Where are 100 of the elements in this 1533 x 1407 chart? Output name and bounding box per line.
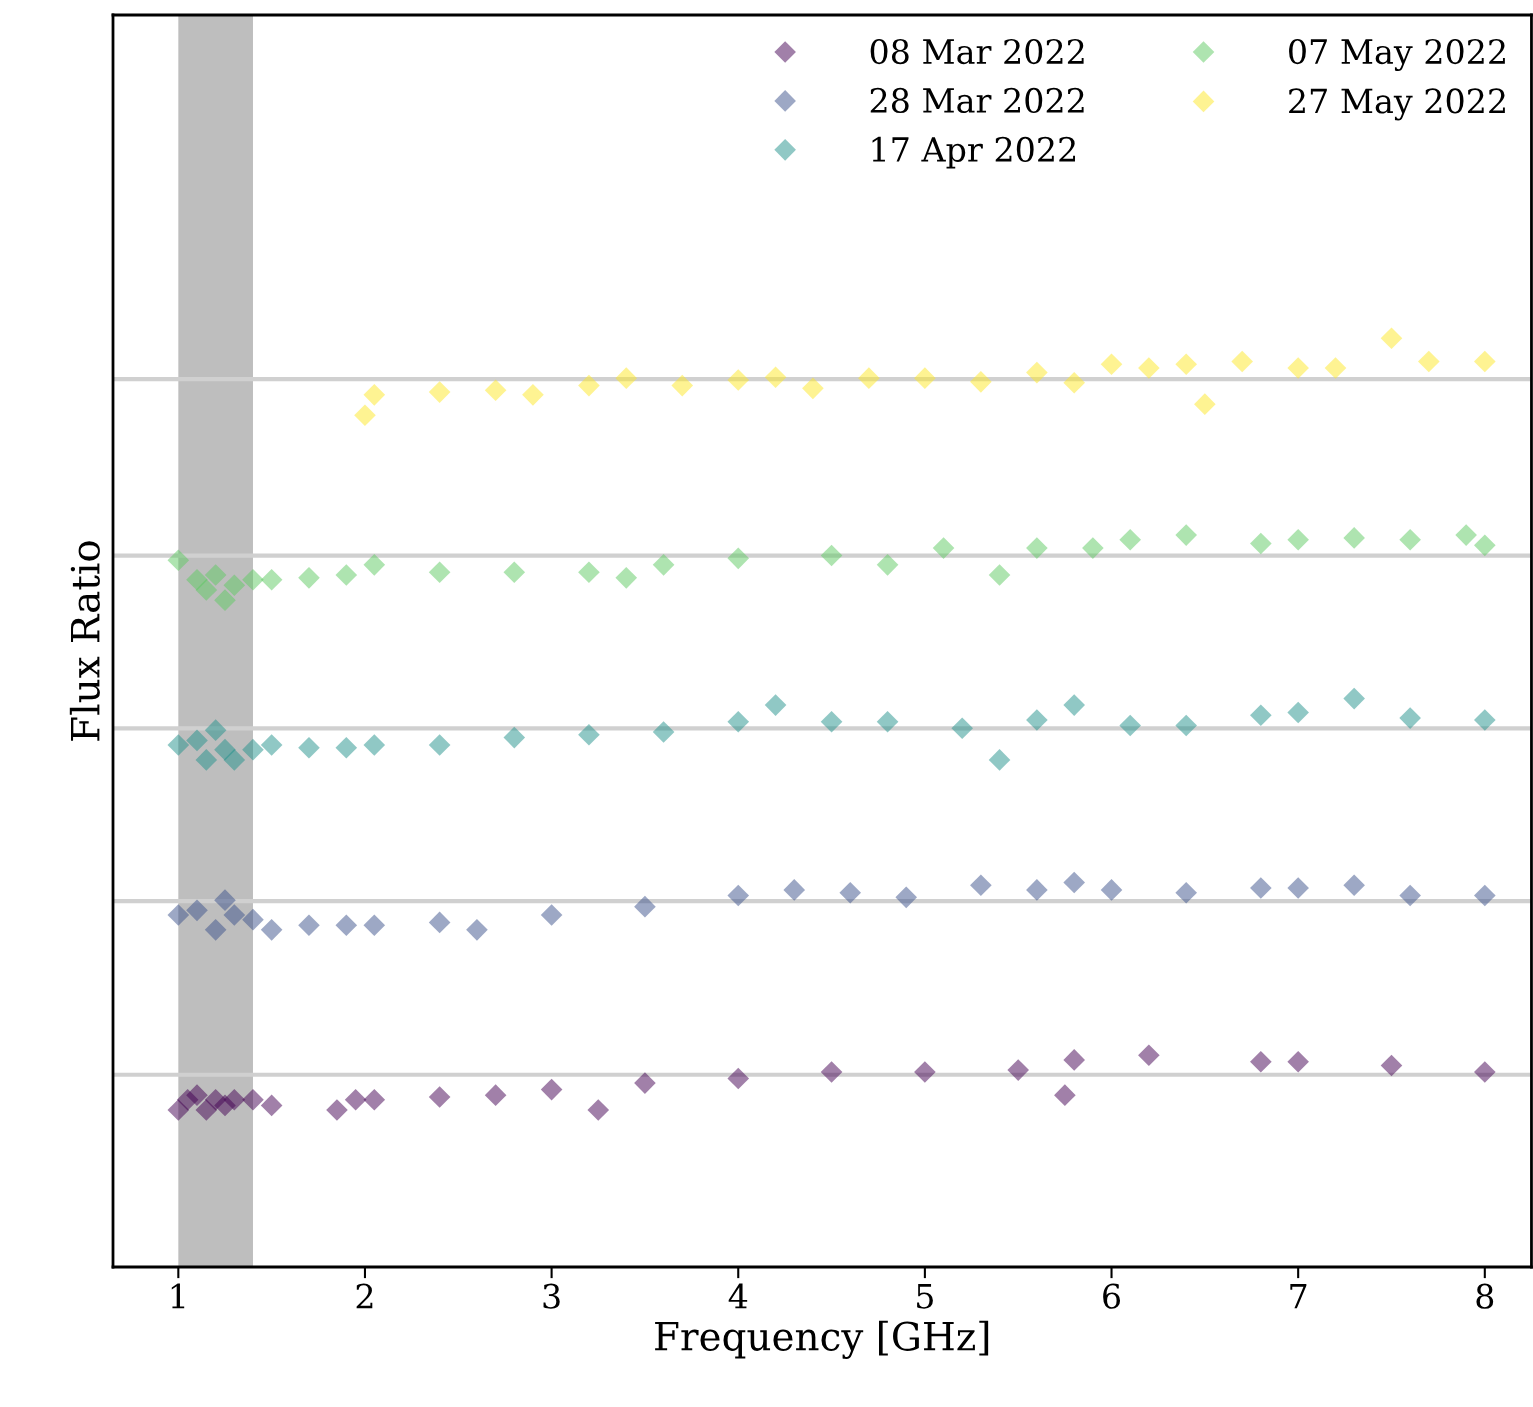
point [876,554,899,576]
x-tick-label: 7 [1290,1284,1307,1309]
point [167,734,190,756]
point [1250,1050,1272,1073]
point [1026,709,1048,731]
point [988,564,1011,586]
point [1138,357,1160,379]
point [914,367,936,389]
point [1007,1059,1030,1081]
point [363,1089,386,1111]
point [540,1078,563,1101]
point [186,568,208,591]
point [1175,714,1197,737]
point [363,734,386,756]
point [951,717,974,740]
point [484,1084,507,1106]
point [820,1061,843,1083]
legend-label: 07 May 2022 [1289,38,1505,72]
point [1399,528,1421,551]
point [858,367,880,389]
point [186,729,208,752]
point [970,874,992,897]
point [167,549,190,571]
point [820,544,843,567]
point [1343,687,1365,710]
point [1026,537,1048,559]
point [1026,879,1048,901]
point [195,579,218,601]
point [298,567,320,589]
point [242,738,264,761]
legend-label: 17 Apr 2022 [872,136,1075,169]
point [895,886,918,909]
point [167,1099,190,1121]
point [1231,350,1253,373]
point [1287,701,1309,724]
point [1175,353,1197,376]
point [634,1072,656,1094]
point [1250,704,1272,727]
point [802,377,824,400]
point [260,734,283,756]
point [764,694,787,716]
point [634,895,656,918]
point [260,919,283,941]
point [260,568,283,591]
point [615,567,638,589]
x-axis-title: Frequency [GHz] [655,1320,989,1359]
point [522,384,544,406]
point [1082,537,1104,559]
point [764,366,787,389]
point [1380,1054,1403,1077]
point [1100,353,1123,376]
point [578,724,600,746]
point [363,914,386,937]
point [195,1099,218,1121]
point [1287,877,1309,899]
point [671,374,694,397]
x-tick-label: 4 [728,1283,748,1309]
point [1287,1050,1309,1073]
point [727,1067,750,1090]
y-axis-title: Flux Ratio [69,541,100,741]
point [354,404,376,427]
legend-label: 28 Mar 2022 [870,87,1084,114]
point [214,889,236,911]
point [466,919,488,941]
point [1343,874,1365,897]
point [1063,694,1085,716]
point [503,561,526,584]
point [1026,361,1048,384]
point [1194,393,1216,415]
point [186,899,208,922]
point [652,721,675,743]
point [223,574,246,597]
point [1474,1061,1496,1083]
x-tick-label: 1 [171,1283,185,1309]
point [1287,357,1309,379]
point [988,749,1011,771]
point [1175,881,1197,904]
point [428,734,451,756]
point [363,554,386,576]
point [428,1086,451,1108]
point [1399,707,1421,729]
point [1287,528,1309,551]
point [876,711,899,733]
point [1343,527,1365,549]
point [214,589,236,611]
point [932,537,955,559]
point [1100,879,1123,901]
point [335,564,358,586]
point [1119,714,1141,737]
legend-label: 27 May 2022 [1289,88,1505,121]
point [503,726,526,749]
point [783,879,806,901]
x-tick-label: 8 [1476,1283,1494,1309]
point [820,711,843,733]
point [298,914,320,937]
point [223,1089,246,1111]
point [223,904,246,926]
point [195,749,218,771]
point [1138,1044,1160,1067]
point [727,369,750,391]
